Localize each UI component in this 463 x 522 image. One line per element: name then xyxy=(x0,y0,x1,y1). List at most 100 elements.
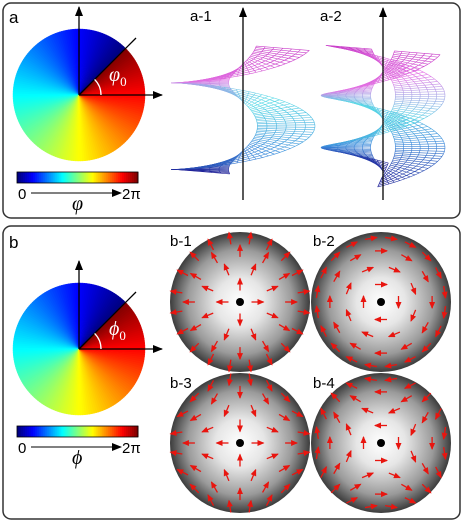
helicoid-ring xyxy=(434,161,438,164)
helicoid-ring xyxy=(341,48,347,50)
helicoid-ring xyxy=(401,123,405,127)
helicoid-ring xyxy=(261,102,266,105)
helicoid-ring xyxy=(398,81,401,84)
helicoid-ring xyxy=(408,84,410,87)
colorbar-cell xyxy=(117,426,121,437)
helicoid-ring xyxy=(247,68,253,71)
helicoid-ring xyxy=(341,100,347,102)
helicoid-ring xyxy=(392,178,398,182)
helicoid-ring xyxy=(416,85,419,89)
helicoid-ring xyxy=(390,163,392,166)
helicoid-ring xyxy=(398,118,403,122)
helicoid-ring xyxy=(355,90,357,93)
helicoid-ring xyxy=(306,112,310,116)
helicoid-ring xyxy=(395,117,399,120)
helicoid-ring xyxy=(272,115,275,119)
helicoid-ring xyxy=(331,92,334,94)
helicoid-ring xyxy=(258,148,263,151)
helicoid-ring xyxy=(335,46,339,48)
center-dot xyxy=(377,439,385,447)
field-arrow xyxy=(265,379,273,392)
helicoid-ring xyxy=(431,111,436,115)
helicoid-ring xyxy=(249,72,257,75)
helicoid-ring xyxy=(273,132,276,135)
helicoid-ring xyxy=(205,84,212,86)
field-arrow xyxy=(207,379,215,392)
helicoid-ring xyxy=(399,69,404,72)
helicoid-ring xyxy=(338,92,340,94)
helicoid-ring xyxy=(389,64,393,68)
helicoid-ring xyxy=(362,91,364,93)
field-arrow xyxy=(345,308,352,322)
helicoid-ring xyxy=(364,139,367,142)
helicoid-ring xyxy=(345,148,347,150)
helicoid-ring xyxy=(433,101,436,104)
helicoid-ring xyxy=(399,178,406,181)
helicoid-ring xyxy=(413,81,416,84)
helicoid-ring xyxy=(383,178,387,181)
colorbar-cell xyxy=(101,172,105,183)
helicoid-ring xyxy=(225,159,229,162)
helicoid-ring xyxy=(429,134,433,137)
helicoid-ring xyxy=(374,79,380,82)
helicoid-ring xyxy=(364,135,369,138)
colorbar-cell xyxy=(91,172,95,183)
helicoid-ring xyxy=(249,55,251,58)
subpanel-label: a-1 xyxy=(190,8,212,25)
helicoid-ring xyxy=(385,175,389,178)
helicoid-ring xyxy=(419,121,424,125)
helicoid-ring xyxy=(395,71,400,74)
helicoid-ring xyxy=(300,133,303,137)
helicoid-ring xyxy=(393,104,395,107)
helicoid-ring xyxy=(346,92,348,94)
helicoid-ring xyxy=(424,85,427,88)
helicoid-ring xyxy=(288,55,293,59)
helicoid-ring xyxy=(329,96,331,98)
helicoid-ring xyxy=(257,152,262,155)
field-arrow xyxy=(265,238,273,251)
helicoid-ring xyxy=(401,123,407,126)
helicoid-ring xyxy=(432,84,435,88)
colorbar-cell xyxy=(131,172,135,183)
helicoid-ring xyxy=(256,141,260,144)
field-arrow xyxy=(189,413,202,422)
helicoid-ring xyxy=(330,93,333,95)
helicoid-ring xyxy=(346,140,352,142)
helicoid-ring xyxy=(344,47,348,50)
helicoid-ring xyxy=(303,129,306,132)
helicoid-ring xyxy=(252,51,254,54)
helicoid-ring xyxy=(359,136,364,139)
helicoid-ring xyxy=(211,87,216,89)
helicoid-ring xyxy=(280,48,284,51)
helicoid-ring xyxy=(363,90,365,92)
helicoid-ring xyxy=(431,163,436,167)
helicoid-ring xyxy=(273,117,276,120)
field-arrow xyxy=(169,450,183,457)
helicoid-ring xyxy=(334,98,339,101)
helicoid-ring xyxy=(202,79,207,81)
helicoid-ring xyxy=(290,59,296,62)
helicoid-ring xyxy=(363,100,366,102)
angle-symbol-subscript: 0 xyxy=(119,328,126,343)
helicoid-ring xyxy=(355,51,360,53)
helicoid-ring xyxy=(384,174,387,177)
helicoid-ring xyxy=(359,156,364,159)
helicoid-ring xyxy=(415,156,418,160)
helicoid-ring xyxy=(351,152,354,155)
helicoid-ring xyxy=(366,51,369,54)
field-arrow xyxy=(330,251,341,262)
helicoid-ring xyxy=(245,59,248,62)
helicoid-ring xyxy=(236,161,244,164)
helicoid-ring xyxy=(396,130,399,133)
helicoid-ring xyxy=(204,165,209,167)
helicoid-ring xyxy=(409,58,413,62)
helicoid-ring xyxy=(399,83,402,86)
helicoid-ring xyxy=(333,91,336,94)
helicoid-ring xyxy=(408,136,410,139)
panel-label: b xyxy=(9,233,18,252)
helicoid-ring xyxy=(371,154,373,156)
helicoid-ring xyxy=(426,100,428,104)
helicoid-ring xyxy=(412,165,417,169)
helicoid-ring xyxy=(265,148,271,152)
helicoid-ring xyxy=(423,63,429,67)
